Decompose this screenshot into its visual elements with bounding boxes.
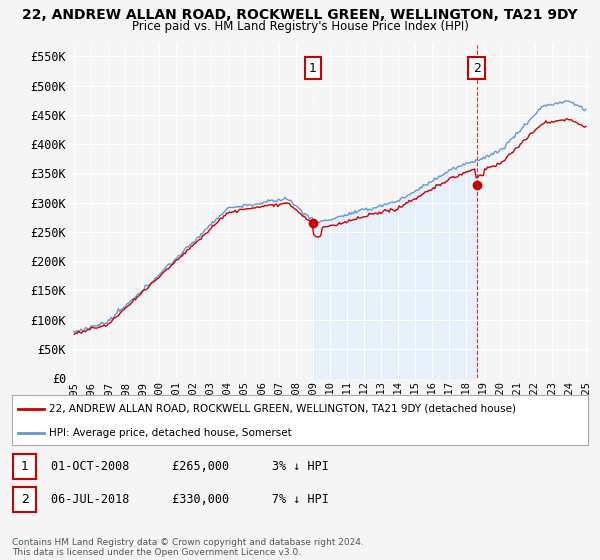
Text: HPI: Average price, detached house, Somerset: HPI: Average price, detached house, Some… — [49, 428, 292, 437]
Text: 06-JUL-2018      £330,000      7% ↓ HPI: 06-JUL-2018 £330,000 7% ↓ HPI — [51, 493, 329, 506]
Text: Contains HM Land Registry data © Crown copyright and database right 2024.
This d: Contains HM Land Registry data © Crown c… — [12, 538, 364, 557]
Text: 2: 2 — [20, 493, 29, 506]
Text: 2: 2 — [473, 62, 481, 74]
Text: 22, ANDREW ALLAN ROAD, ROCKWELL GREEN, WELLINGTON, TA21 9DY: 22, ANDREW ALLAN ROAD, ROCKWELL GREEN, W… — [22, 8, 578, 22]
Text: Price paid vs. HM Land Registry's House Price Index (HPI): Price paid vs. HM Land Registry's House … — [131, 20, 469, 32]
Text: 1: 1 — [309, 62, 317, 74]
Text: 01-OCT-2008      £265,000      3% ↓ HPI: 01-OCT-2008 £265,000 3% ↓ HPI — [51, 460, 329, 473]
Text: 22, ANDREW ALLAN ROAD, ROCKWELL GREEN, WELLINGTON, TA21 9DY (detached house): 22, ANDREW ALLAN ROAD, ROCKWELL GREEN, W… — [49, 404, 517, 414]
Text: 1: 1 — [20, 460, 29, 473]
